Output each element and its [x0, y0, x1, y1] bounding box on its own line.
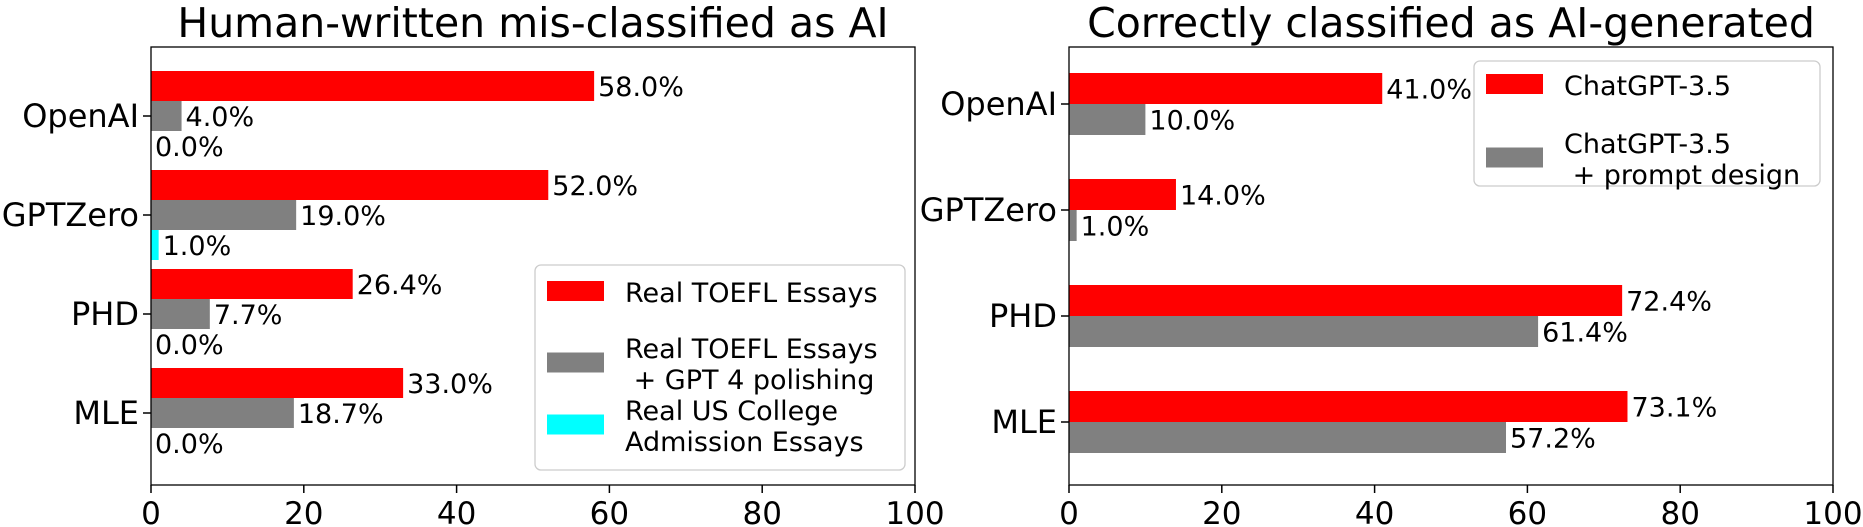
legend-swatch [547, 281, 604, 301]
x-tick-label: 100 [885, 496, 944, 527]
legend-swatch [1486, 147, 1543, 168]
legend-swatch [547, 414, 604, 435]
x-tick-label: 40 [437, 496, 476, 527]
x-tick-label: 60 [590, 496, 629, 527]
x-tick-label: 0 [1059, 496, 1079, 527]
y-tick-label: MLE [73, 394, 139, 432]
bar-phd-series-2 [1069, 316, 1539, 347]
x-tick-label: 80 [742, 496, 781, 527]
bar-openai-series-1 [151, 71, 595, 101]
chart-panel-2: 41.0% 10.0% OpenAI 14.0% 1.0% GPTZero 72.4%61.… [920, 0, 1863, 527]
bar-gptzero-series-1 [1069, 179, 1176, 210]
bar-openai-series-2 [1069, 104, 1146, 135]
data-label: 14.0% [1180, 181, 1266, 212]
legend-label: ChatGPT-3.5 + prompt design [1564, 129, 1800, 191]
data-label: 58.0% [598, 72, 684, 103]
data-label: 18.7% [298, 399, 384, 430]
bar-mle-series-2 [151, 398, 294, 428]
y-tick-label: GPTZero [920, 191, 1057, 229]
y-tick-label: PHD [989, 297, 1057, 335]
bar-mle-series-2 [1069, 422, 1507, 453]
x-tick-label: 100 [1803, 496, 1862, 527]
legend-box [534, 264, 906, 471]
legend: Real TOEFL Essays Real TOEFL Essays + GPT… [534, 264, 906, 471]
legend-label: Real TOEFL Essays [625, 278, 878, 309]
y-tick-label: OpenAI [22, 97, 139, 135]
data-label: 0.0% [155, 429, 224, 460]
legend-swatch [1486, 74, 1543, 94]
y-tick-label: OpenAI [940, 85, 1057, 123]
legend: ChatGPT-3.5 ChatGPT-3.5 + prompt design [1473, 60, 1821, 191]
bar-gptzero-series-3 [151, 230, 159, 260]
bar-phd-series-1 [151, 269, 353, 299]
x-tick-label: 20 [284, 496, 323, 527]
data-label: 52.0% [552, 171, 638, 202]
x-tick-label: 40 [1355, 496, 1394, 527]
data-label: 4.0% [186, 102, 255, 133]
data-label: 1.0% [1081, 212, 1150, 243]
bar-mle-series-1 [151, 368, 404, 398]
data-label: 10.0% [1149, 106, 1235, 137]
chart-title: Correctly classified as AI-generated [1087, 0, 1815, 47]
y-tick-label: MLE [991, 403, 1057, 441]
data-label: 73.1% [1631, 393, 1717, 424]
data-label: 0.0% [155, 132, 224, 163]
data-label: 0.0% [155, 330, 224, 361]
data-label: 72.4% [1626, 287, 1712, 318]
bar-phd-series-2 [151, 299, 210, 329]
legend-label: Real US College Admission Essays [625, 396, 864, 458]
data-label: 19.0% [300, 201, 386, 232]
bar-openai-series-2 [151, 101, 182, 131]
y-tick-label: GPTZero [2, 196, 139, 234]
x-tick-label: 20 [1202, 496, 1241, 527]
y-tick-label: PHD [71, 295, 139, 333]
data-label: 7.7% [214, 300, 283, 331]
bar-gptzero-series-2 [151, 200, 297, 230]
legend-box [1473, 60, 1821, 187]
data-label: 26.4% [357, 270, 443, 301]
bar-gptzero-series-2 [1069, 210, 1077, 241]
data-label: 57.2% [1510, 424, 1596, 455]
x-tick-label: 0 [141, 496, 161, 527]
chart-panel-1: 58.0%4.0%0.0%OpenAI52.0%19.0%1.0%GPTZero… [2, 0, 945, 527]
data-label: 61.4% [1542, 318, 1628, 349]
bar-gptzero-series-1 [151, 170, 549, 200]
legend-swatch [547, 352, 604, 373]
bar-phd-series-1 [1069, 285, 1623, 316]
bar-openai-series-1 [1069, 73, 1383, 104]
chart-title: Human-written mis-classified as AI [177, 0, 888, 47]
data-label: 41.0% [1386, 75, 1472, 106]
x-tick-label: 60 [1508, 496, 1547, 527]
bar-mle-series-1 [1069, 391, 1628, 422]
axes-frame [1068, 46, 1834, 486]
data-label: 33.0% [407, 369, 493, 400]
legend-label: Real TOEFL Essays + GPT 4 polishing [625, 334, 878, 396]
x-tick-label: 80 [1660, 496, 1699, 527]
legend-label: ChatGPT-3.5 [1564, 71, 1731, 102]
data-label: 1.0% [163, 231, 232, 262]
axes-frame [150, 46, 916, 486]
